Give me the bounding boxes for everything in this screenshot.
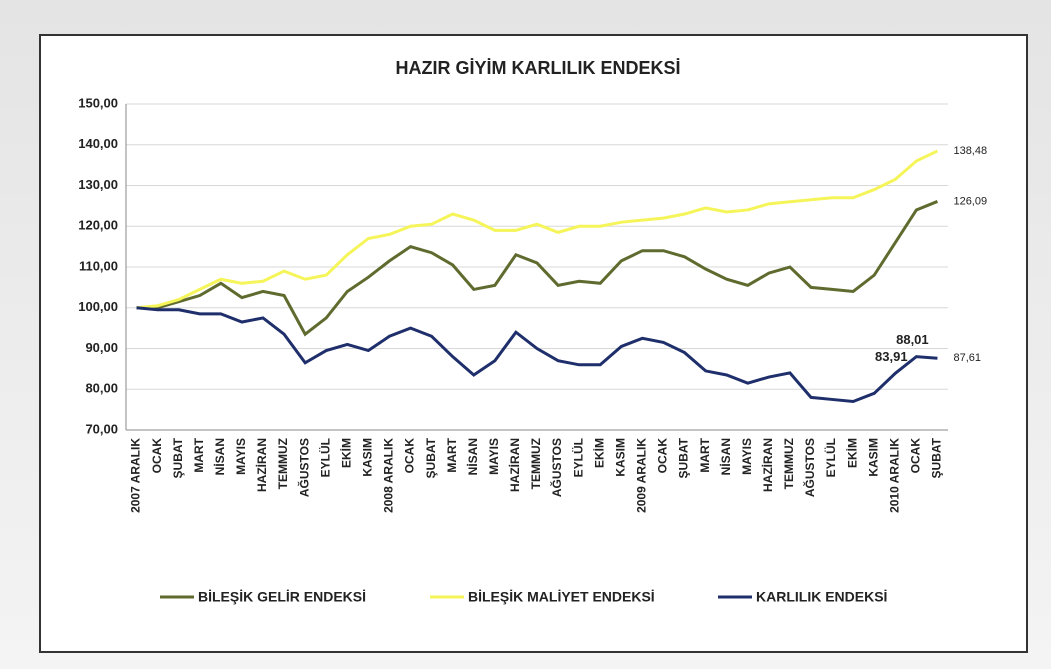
x-tick-label: 2010 ARALIK	[887, 438, 901, 513]
data-label: 126,09	[953, 195, 987, 207]
x-tick-label: 2008 ARALIK	[382, 438, 396, 513]
series-line	[136, 306, 938, 404]
y-tick-label: 70,00	[85, 421, 118, 436]
x-tick-label: HAZİRAN	[507, 438, 522, 492]
y-tick-label: 110,00	[79, 258, 118, 273]
x-tick-label: ŞUBAT	[171, 437, 185, 478]
data-label: 138,48	[953, 145, 987, 157]
x-tick-label: NİSAN	[465, 438, 480, 475]
x-tick-label: MART	[192, 437, 206, 472]
y-tick-label: 90,00	[85, 340, 118, 355]
x-tick-label: ŞUBAT	[677, 437, 691, 478]
x-tick-label: TEMMUZ	[529, 438, 543, 489]
x-tick-label: 2007 ARALIK	[129, 438, 143, 513]
series-line	[136, 149, 939, 310]
y-tick-label: 150,00	[78, 95, 118, 110]
legend-label: BİLEŞİK MALİYET ENDEKSİ	[468, 589, 655, 605]
x-tick-label: KASIM	[613, 438, 627, 477]
data-label: 87,61	[953, 352, 981, 364]
x-tick-label: OCAK	[403, 438, 417, 474]
x-tick-label: NİSAN	[212, 438, 227, 475]
x-tick-label: EYLÜL	[823, 438, 838, 477]
x-tick-label: OCAK	[150, 438, 164, 474]
chart-title: HAZIR GİYİM KARLILIK ENDEKSİ	[395, 58, 680, 78]
x-tick-label: HAZİRAN	[760, 438, 775, 492]
x-tick-label: MART	[445, 437, 459, 472]
x-tick-label: EKİM	[338, 438, 353, 468]
series-line	[136, 200, 939, 337]
y-tick-label: 140,00	[78, 136, 118, 151]
x-tick-label: MAYIS	[740, 438, 754, 475]
x-tick-label: KASIM	[361, 438, 375, 477]
x-tick-label: TEMMUZ	[782, 438, 796, 489]
x-tick-label: EKİM	[844, 438, 859, 468]
x-tick-label: MART	[698, 437, 712, 472]
x-tick-label: MAYIS	[234, 438, 248, 475]
x-tick-label: EYLÜL	[317, 438, 332, 477]
y-tick-label: 130,00	[78, 177, 118, 192]
x-tick-label: EKİM	[591, 438, 606, 468]
x-tick-label: KASIM	[866, 438, 880, 477]
y-tick-label: 120,00	[78, 218, 118, 233]
x-tick-label: NİSAN	[718, 438, 733, 475]
y-tick-label: 100,00	[78, 299, 118, 314]
x-tick-label: EYLÜL	[570, 438, 585, 477]
x-tick-label: AĞUSTOS	[296, 438, 311, 497]
x-tick-label: 2009 ARALIK	[635, 438, 649, 513]
data-label: 83,91	[875, 349, 908, 364]
x-tick-label: AĞUSTOS	[549, 438, 564, 497]
y-tick-label: 80,00	[85, 381, 118, 396]
legend-label: KARLILIK ENDEKSİ	[756, 589, 887, 605]
data-label: 88,01	[896, 332, 929, 347]
x-tick-label: TEMMUZ	[276, 438, 290, 489]
chart-frame	[39, 34, 1028, 653]
x-tick-label: MAYIS	[487, 438, 501, 475]
x-tick-label: HAZİRAN	[254, 438, 269, 492]
x-tick-label: ŞUBAT	[930, 437, 944, 478]
legend-label: BİLEŞİK GELİR ENDEKSİ	[198, 589, 366, 605]
x-tick-label: OCAK	[909, 438, 923, 474]
x-tick-label: AĞUSTOS	[802, 438, 817, 497]
x-tick-label: ŞUBAT	[424, 437, 438, 478]
x-tick-label: OCAK	[656, 438, 670, 474]
